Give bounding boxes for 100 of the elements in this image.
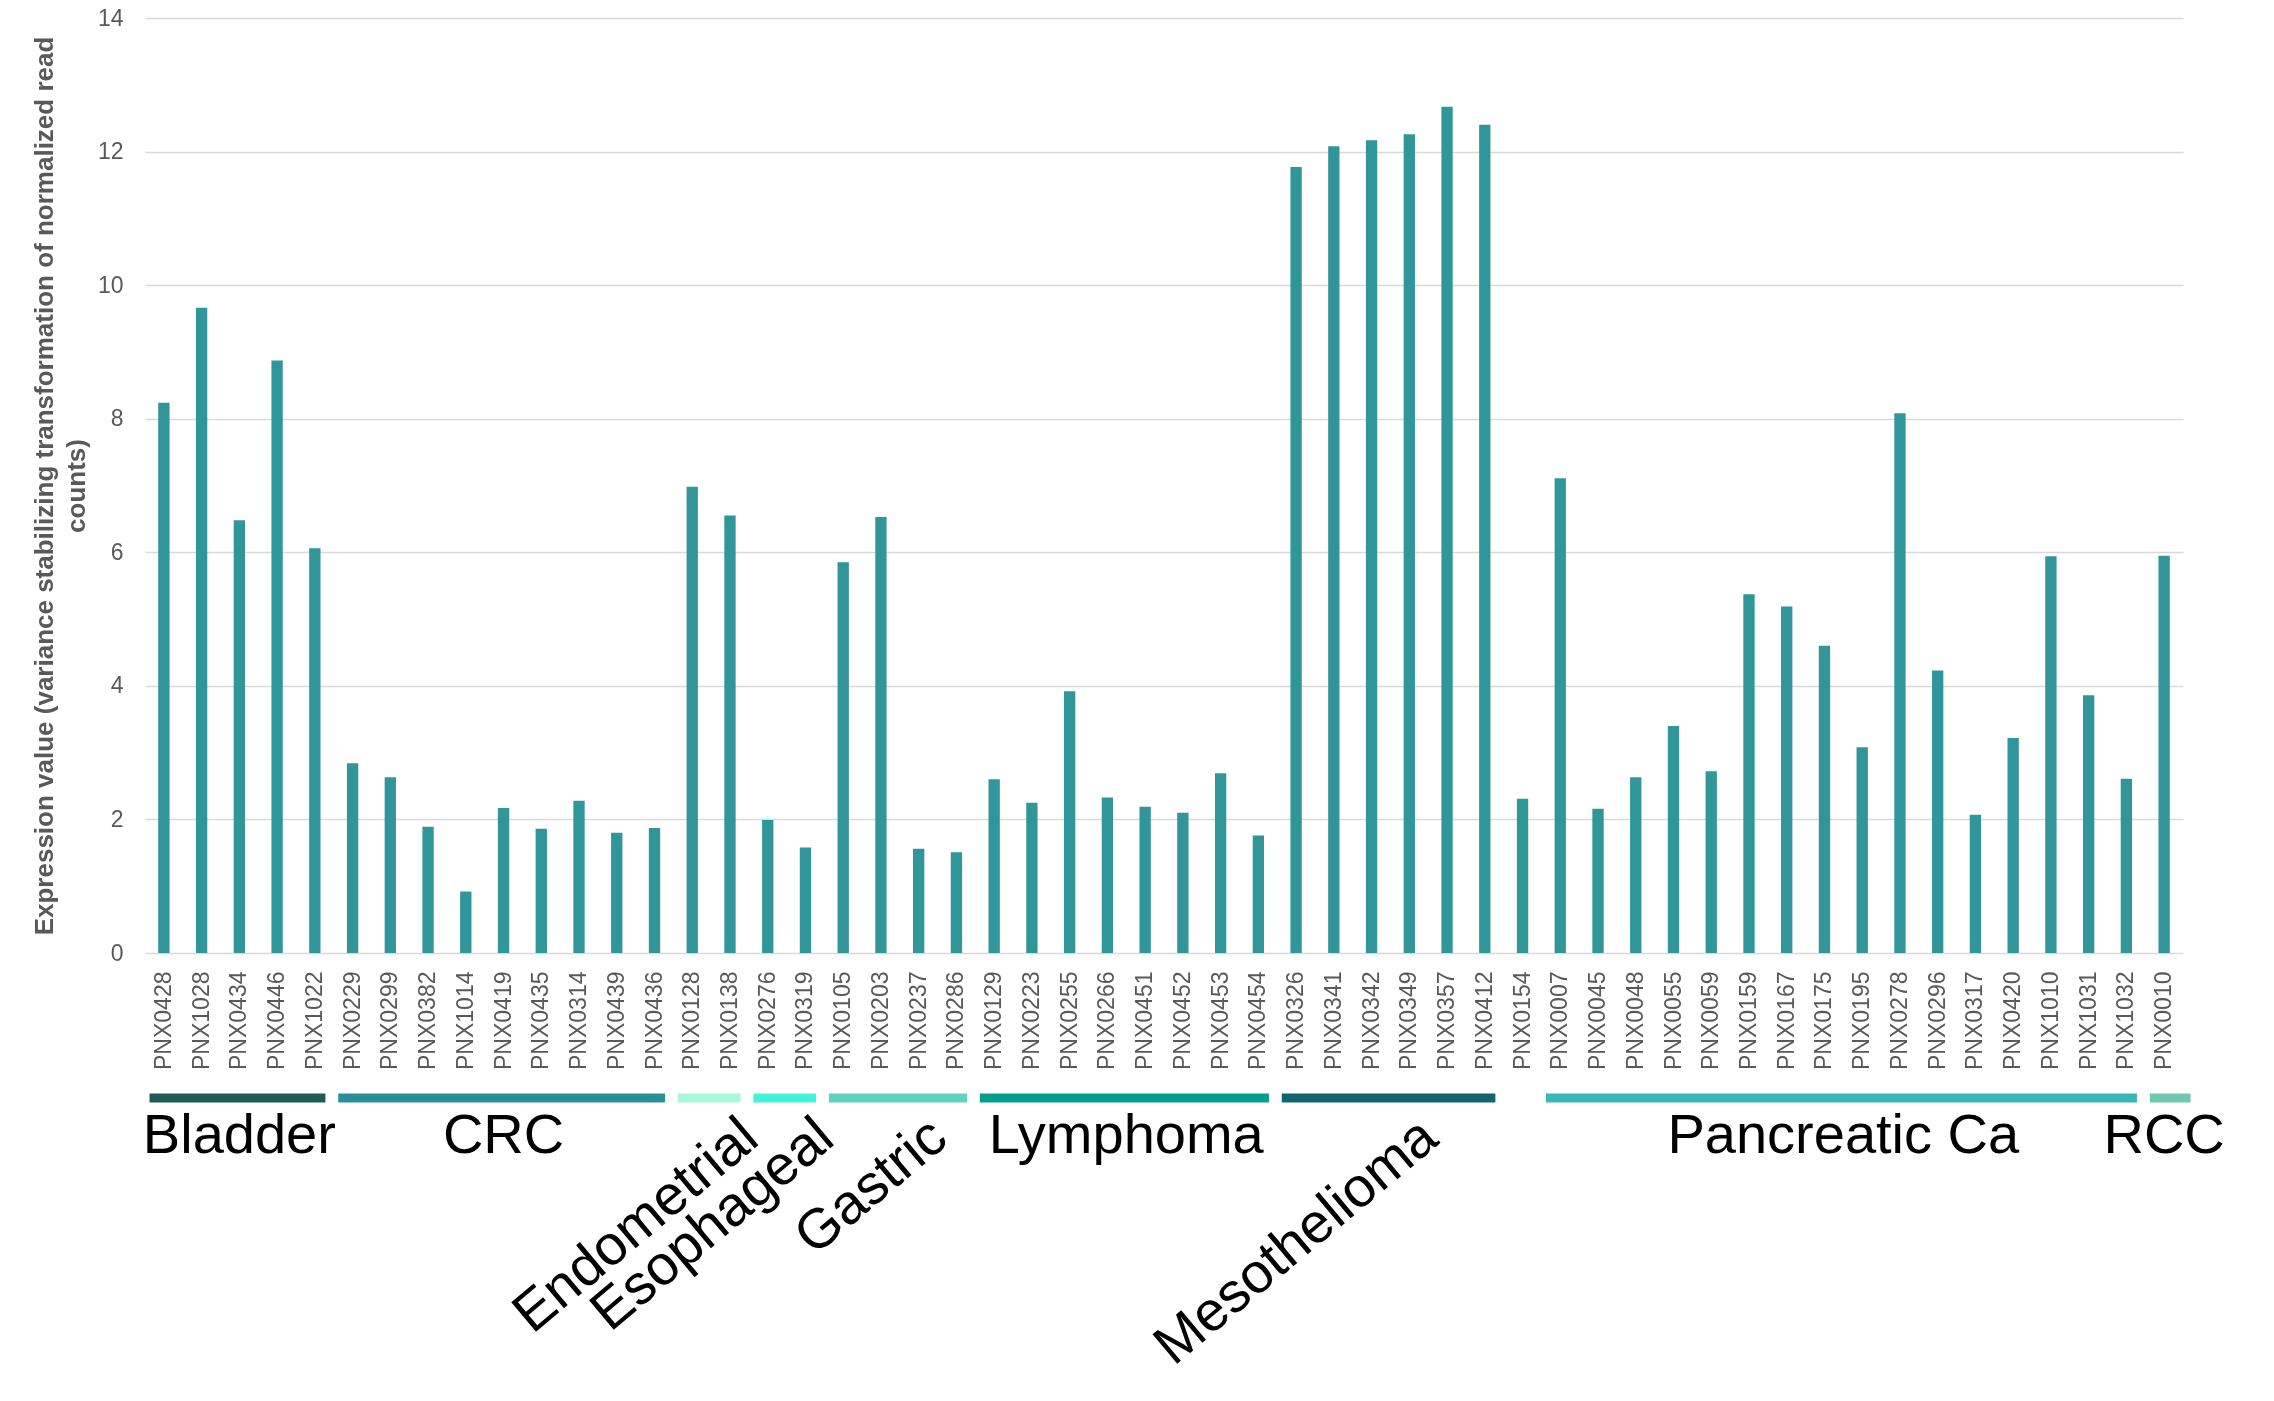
bar (1781, 606, 1793, 953)
bar (384, 777, 396, 953)
bar (1856, 747, 1868, 953)
x-tick-label: PNX0439 (602, 971, 629, 1070)
bar (837, 562, 849, 953)
x-tick-label: PNX0319 (791, 971, 818, 1070)
x-tick-label: PNX0349 (1395, 971, 1422, 1070)
bar (2007, 737, 2019, 953)
x-tick-label: PNX0059 (1697, 971, 1724, 1070)
x-tick-label: PNX0229 (338, 971, 365, 1070)
bar (1932, 670, 1944, 953)
bar (950, 852, 963, 953)
y-tick-label: 4 (110, 672, 124, 699)
bar (1667, 725, 1680, 953)
x-tick-label: PNX1014 (451, 971, 478, 1070)
x-tick-label: PNX0453 (1206, 971, 1233, 1070)
x-tick-label: PNX0342 (1357, 971, 1384, 1070)
x-tick-label: PNX1028 (187, 971, 214, 1070)
x-tick-label: PNX0286 (942, 971, 969, 1070)
y-tick-label: 14 (97, 4, 124, 31)
y-tick-label: 6 (110, 538, 124, 565)
bar (762, 820, 774, 953)
y-tick-label: 8 (110, 405, 124, 432)
bar (648, 828, 661, 953)
text: Pancreatic Ca (1667, 1102, 2021, 1165)
x-tick-label: PNX0435 (527, 971, 554, 1070)
x-tick-label: PNX0434 (225, 971, 252, 1070)
x-tick-label: PNX0317 (1961, 971, 1988, 1070)
bar (1592, 808, 1604, 953)
x-tick-label: PNX0223 (1017, 971, 1044, 1070)
x-tick-label: PNX0007 (1546, 971, 1573, 1070)
bar (724, 515, 736, 953)
x-tick-label: PNX0446 (263, 971, 290, 1070)
bar (1554, 478, 1566, 953)
y-tick-label: 0 (110, 939, 124, 966)
bar (875, 516, 887, 953)
bar (1969, 814, 1982, 953)
text: RCC (2103, 1102, 2225, 1165)
bar (1026, 802, 1038, 953)
x-tick-label: PNX0045 (1584, 971, 1611, 1070)
bar (1101, 797, 1114, 953)
x-tick-label: PNX0278 (1885, 971, 1912, 1070)
x-tick-label: PNX0452 (1168, 971, 1195, 1070)
bar (2082, 695, 2095, 953)
bar (1403, 134, 1415, 953)
bar (497, 808, 510, 953)
bar (2120, 778, 2133, 953)
x-tick-label: PNX0154 (1508, 971, 1535, 1070)
x-tick-label: PNX0428 (149, 971, 176, 1070)
x-tick-label: PNX0175 (1810, 971, 1837, 1070)
x-tick-label: PNX0382 (414, 971, 441, 1070)
x-tick-label: PNX0138 (715, 971, 742, 1070)
y-tick-label: 2 (110, 805, 124, 832)
bar (535, 828, 547, 953)
x-tick-label: PNX0412 (1470, 971, 1497, 1070)
bar (1479, 124, 1491, 953)
x-tick-label: PNX0341 (1319, 971, 1346, 1070)
bar (799, 847, 812, 953)
x-tick-label: PNX1032 (2112, 971, 2139, 1070)
x-tick-label: PNX0128 (678, 971, 705, 1070)
bar (195, 307, 208, 953)
x-tick-label: PNX1031 (2074, 971, 2101, 1070)
bar (2045, 556, 2057, 953)
bar (1705, 771, 1717, 953)
x-tick-label: PNX0420 (1999, 971, 2026, 1070)
bar (1743, 594, 1755, 953)
x-tick-label: PNX0266 (1093, 971, 1120, 1070)
bar (913, 848, 925, 953)
y-tick-label: 12 (97, 138, 124, 165)
bar (1818, 645, 1831, 953)
y-axis-title: Expression value (variance stabilizing transformation of normalized read counts) (28, 36, 91, 936)
bar (1894, 413, 1906, 953)
x-tick-label: PNX0276 (753, 971, 780, 1070)
bar (346, 763, 359, 953)
x-tick-label: PNX0299 (376, 971, 403, 1070)
x-tick-label: PNX0419 (489, 971, 516, 1070)
x-tick-label: PNX0010 (2150, 971, 2177, 1070)
bar (1139, 806, 1151, 953)
bar (1441, 106, 1453, 953)
bar (1252, 835, 1265, 953)
x-tick-label: PNX0167 (1772, 971, 1799, 1070)
bar (1516, 798, 1529, 953)
x-tick-label: PNX0451 (1131, 971, 1158, 1070)
bar (1063, 691, 1076, 953)
x-tick-label: PNX0129 (980, 971, 1007, 1070)
bar (1290, 166, 1302, 953)
bar (1214, 773, 1227, 953)
x-tick-label: PNX0255 (1055, 971, 1082, 1070)
bar (573, 800, 585, 953)
y-tick-label: 10 (97, 271, 124, 298)
bar (271, 360, 283, 953)
bar (460, 891, 472, 953)
x-tick-label: PNX0296 (1923, 971, 1950, 1070)
x-tick-label: PNX0105 (829, 971, 856, 1070)
x-tick-label: PNX0357 (1433, 971, 1460, 1070)
x-tick-label: PNX0314 (565, 971, 592, 1070)
x-tick-label: PNX0159 (1734, 971, 1761, 1070)
bar (422, 826, 434, 953)
x-tick-label: PNX0454 (1244, 971, 1271, 1070)
x-tick-label: PNX1022 (300, 971, 327, 1070)
